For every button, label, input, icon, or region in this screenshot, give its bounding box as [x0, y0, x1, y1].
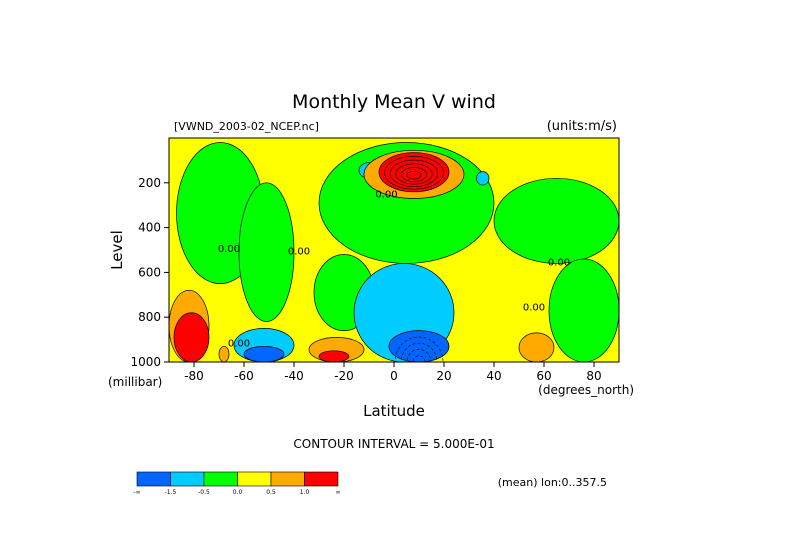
colorbar-swatch [203, 471, 238, 487]
contour-label-4: 0.00 [523, 302, 545, 313]
contour-region-10 [476, 171, 490, 186]
colorbar-swatch [237, 471, 272, 487]
y-axis-label: Level [108, 230, 126, 270]
contour-region-16 [218, 345, 230, 362]
contour-region-17 [518, 332, 555, 362]
y-tick-label: 800 [138, 310, 161, 324]
colorbar-swatch [136, 471, 171, 487]
contour-line-max-4 [401, 167, 427, 182]
y-tick-label: 400 [138, 221, 161, 235]
x-tick-label: -20 [334, 369, 354, 383]
y-tick-label: 1000 [130, 355, 161, 369]
contour-label-0: 0.00 [218, 244, 240, 255]
x-tick-label: 40 [486, 369, 501, 383]
colorbar-label: -0.5 [198, 489, 210, 496]
contour-region-12 [243, 345, 285, 362]
x-axis: -80 -60 -40 -20 0 20 40 60 80 [184, 362, 602, 383]
x-tick-label: 60 [536, 369, 551, 383]
contour-line-max-3 [395, 163, 433, 185]
x-unit-label: (degrees_north) [538, 383, 634, 397]
x-tick-label: 20 [436, 369, 451, 383]
colorbar-swatch [304, 471, 339, 487]
y-unit-label: (millibar) [108, 375, 162, 389]
contour-line-max-5 [406, 170, 422, 180]
colorbar: -∞ -1.5 -0.5 0.0 0.5 1.0 ∞ [133, 471, 341, 496]
plot-area: 0.00 0.00 0.00 0.00 0.00 0.00 [169, 138, 619, 362]
mean-text: (mean) lon:0..357.5 [498, 476, 607, 489]
colorbar-label: -∞ [133, 489, 140, 496]
contour-line-max-2 [389, 159, 439, 187]
colorbar-label: 0.5 [266, 489, 276, 496]
colorbar-swatch [170, 471, 205, 487]
colorbar-swatch [270, 471, 305, 487]
x-tick-label: -60 [234, 369, 254, 383]
chart-title: Monthly Mean V wind [292, 91, 496, 113]
colorbar-label: -1.5 [165, 489, 177, 496]
contour-region-20 [173, 312, 210, 362]
contour-label-2: 0.00 [375, 189, 397, 200]
contour-region-18 [378, 152, 450, 193]
x-tick-label: -80 [184, 369, 204, 383]
colorbar-label: 1.0 [300, 489, 310, 496]
x-tick-label: -40 [284, 369, 304, 383]
colorbar-label: 0.0 [233, 489, 243, 496]
contour-line-max-1 [384, 155, 444, 190]
contour-region-11 [388, 330, 450, 362]
contour-region-2 [238, 182, 295, 323]
x-axis-label: Latitude [363, 402, 425, 420]
file-label: [VWND_2003-02_NCEP.nc] [174, 120, 319, 133]
contour-label-1: 0.00 [288, 246, 310, 257]
contour-label-5: 0.00 [228, 338, 250, 349]
y-axis: 200 400 600 800 1000 [130, 176, 169, 369]
y-tick-label: 600 [138, 265, 161, 279]
contour-interval-text: CONTOUR INTERVAL = 5.000E-01 [293, 437, 494, 451]
x-tick-label: 80 [586, 369, 601, 383]
x-tick-label: 0 [390, 369, 398, 383]
y-tick-label: 200 [138, 176, 161, 190]
colorbar-label: ∞ [336, 489, 341, 496]
units-label: (units:m/s) [547, 119, 617, 134]
contour-region-5 [493, 177, 619, 264]
contour-region-6 [548, 258, 619, 362]
contour-region-19 [318, 350, 350, 362]
contour-label-3: 0.00 [548, 258, 570, 269]
